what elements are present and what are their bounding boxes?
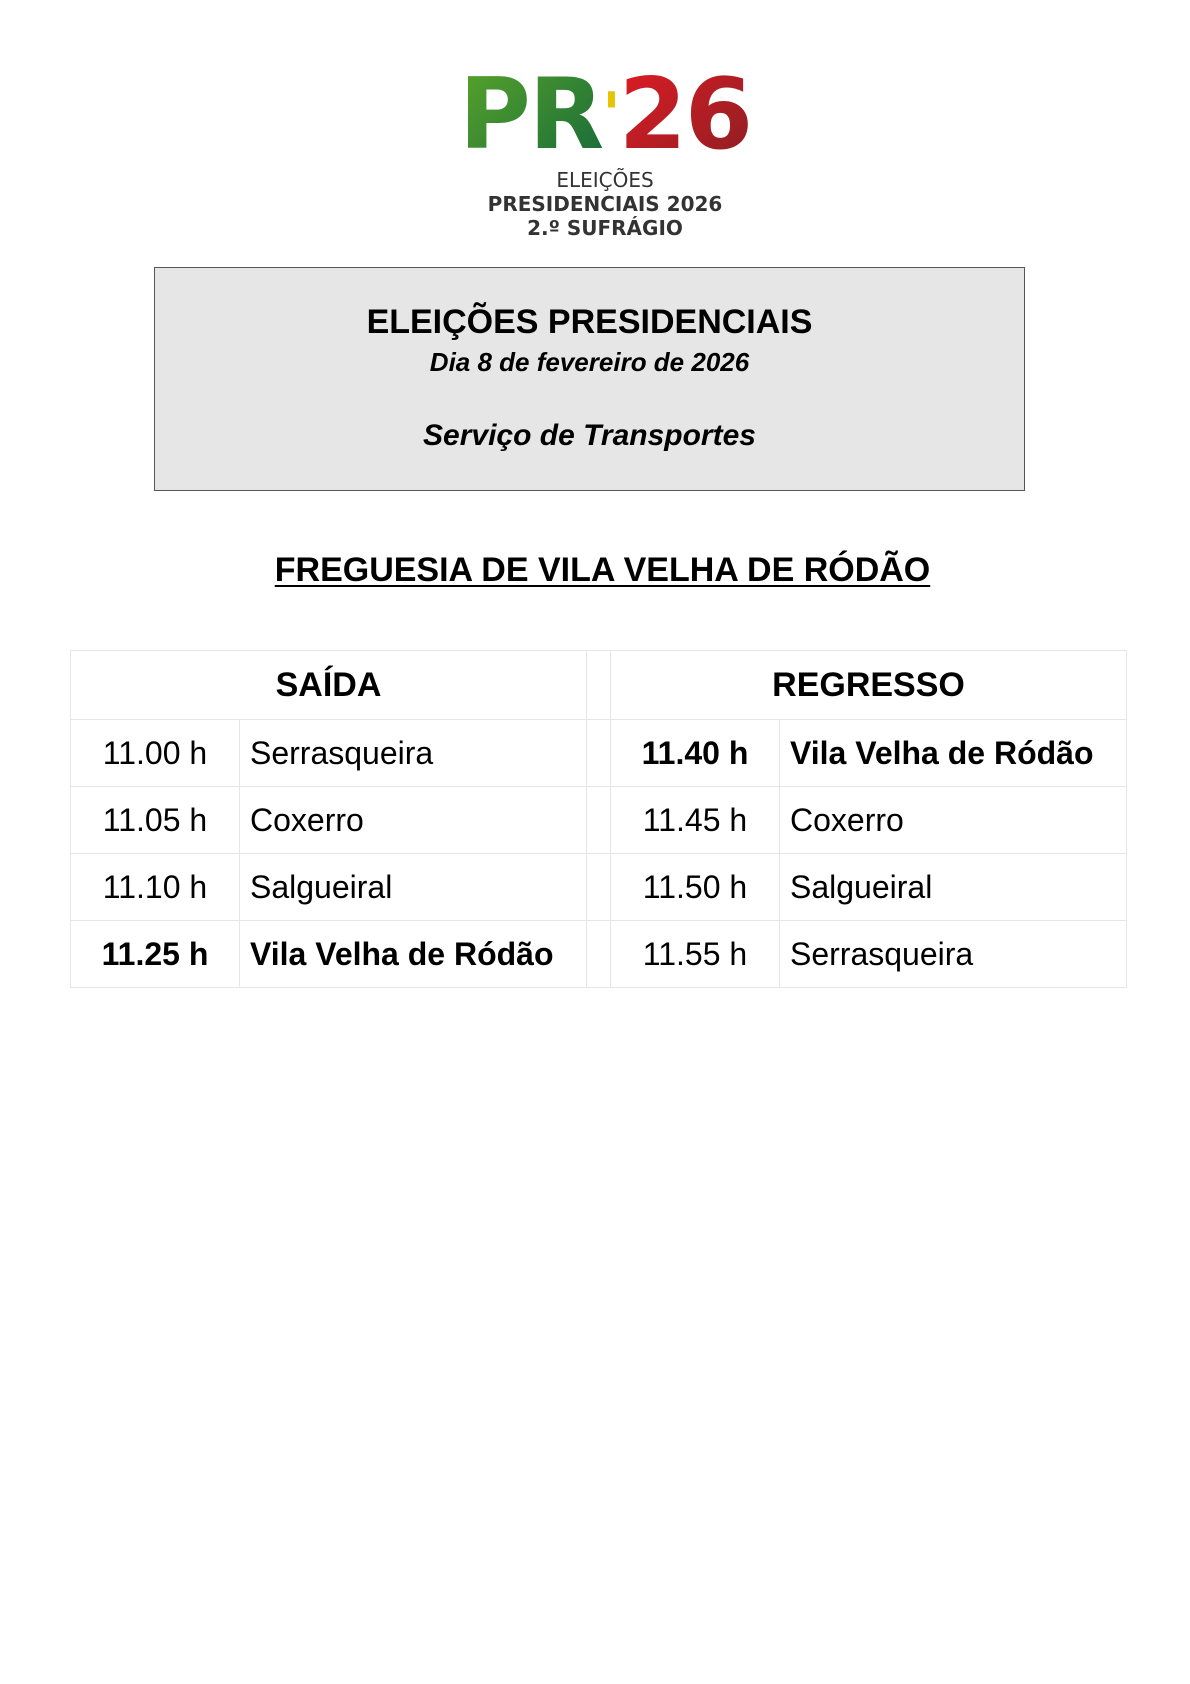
logo-line-3: 2.º SUFRÁGIO — [527, 216, 683, 240]
column-gap — [586, 786, 611, 854]
departure-time: 11.25 h — [70, 920, 240, 988]
return-time: 11.55 h — [610, 920, 780, 988]
return-place: Vila Velha de Ródão — [779, 719, 1127, 787]
column-gap — [586, 853, 611, 921]
table-header-row: SAÍDA REGRESSO — [70, 650, 1127, 720]
departure-time: 11.00 h — [70, 719, 240, 787]
return-place: Salgueiral — [779, 853, 1127, 921]
election-date: Dia 8 de fevereiro de 2026 — [429, 347, 750, 377]
pr26-logo: PR'26 ELEIÇÕES PRESIDENCIAIS 2026 2.º SU… — [420, 58, 790, 245]
return-time: 11.45 h — [610, 786, 780, 854]
departure-place: Vila Velha de Ródão — [239, 920, 587, 988]
header-box: ELEIÇÕES PRESIDENCIAIS Dia 8 de fevereir… — [154, 267, 1025, 491]
page-title: ELEIÇÕES PRESIDENCIAIS — [366, 303, 813, 341]
logo-line-1: ELEIÇÕES — [556, 168, 654, 192]
column-gap — [586, 920, 611, 988]
return-header: REGRESSO — [610, 650, 1127, 720]
column-gap — [586, 719, 611, 787]
column-gap — [586, 650, 611, 720]
departure-place: Salgueiral — [239, 853, 587, 921]
logo-mark: PR'26 — [458, 58, 753, 172]
departure-place: Serrasqueira — [239, 719, 587, 787]
departure-header: SAÍDA — [70, 650, 587, 720]
departure-time: 11.05 h — [70, 786, 240, 854]
return-place: Serrasqueira — [779, 920, 1127, 988]
table-row: 11.00 h Serrasqueira 11.40 h Vila Velha de … — [70, 719, 1127, 787]
table-row: 11.10 h Salgueiral 11.50 h Salgueiral — [70, 853, 1127, 921]
return-time: 11.40 h — [610, 719, 780, 787]
service-title: Serviço de Transportes — [423, 419, 756, 452]
departure-place: Coxerro — [239, 786, 587, 854]
return-time: 11.50 h — [610, 853, 780, 921]
section-title: FREGUESIA DE VILA VELHA DE RÓDÃO — [274, 551, 931, 589]
table-row: 11.25 h Vila Velha de Ródão 11.55 h Serrasq… — [70, 920, 1127, 988]
schedule-table: SAÍDA REGRESSO 11.00 h Serrasqueira 11.40 … — [70, 650, 1127, 988]
return-place: Coxerro — [779, 786, 1127, 854]
table-row: 11.05 h Coxerro 11.45 h Coxerro — [70, 786, 1127, 854]
logo-line-2: PRESIDENCIAIS 2026 — [487, 192, 723, 216]
departure-time: 11.10 h — [70, 853, 240, 921]
